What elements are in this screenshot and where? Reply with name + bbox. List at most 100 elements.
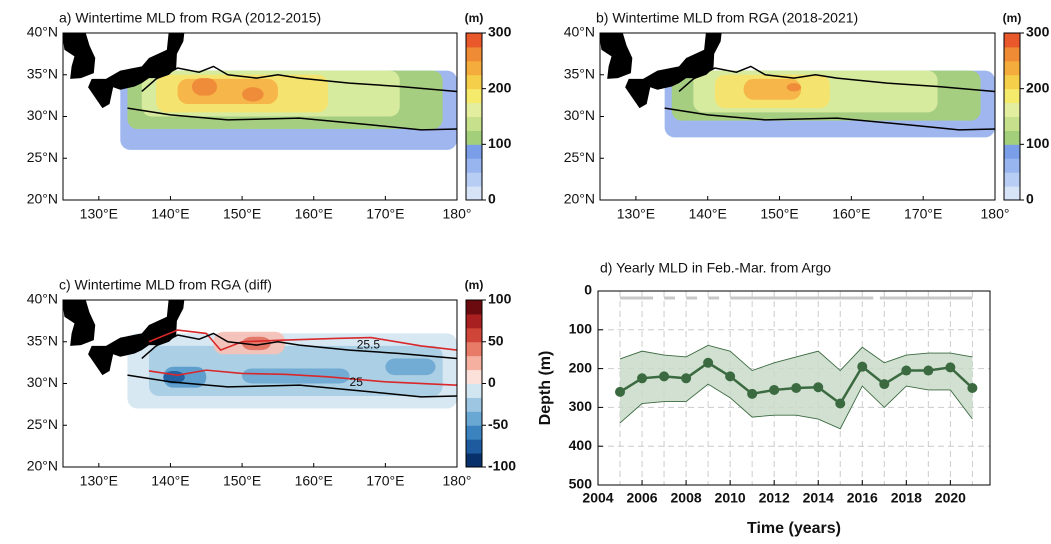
y-tick-label: 30°N xyxy=(27,374,58,390)
y-tick-label: 25°N xyxy=(564,149,595,165)
x-tick-label: 2014 xyxy=(803,490,834,506)
mean-marker xyxy=(637,373,648,384)
land xyxy=(63,33,96,79)
colorbar-swatch xyxy=(466,172,482,187)
colorbar-tick-label: 300 xyxy=(488,24,512,40)
y-tick-label: 500 xyxy=(569,476,593,492)
x-tick-label: 130°E xyxy=(80,473,118,489)
x-tick-label: 180° xyxy=(443,473,472,489)
contour-black xyxy=(127,107,457,131)
colorbar-swatch xyxy=(466,102,482,117)
mean-marker xyxy=(857,361,868,372)
y-tick-label: 35°N xyxy=(564,65,595,81)
colorbar-swatch xyxy=(466,425,482,440)
x-tick-label: 2012 xyxy=(759,490,790,506)
x-tick-label: 170°E xyxy=(904,206,942,222)
colorbar-tick-label: 0 xyxy=(488,374,496,390)
mld-field xyxy=(385,358,436,376)
mld-field xyxy=(743,78,802,100)
contour-black xyxy=(141,65,457,93)
colorbar-swatch xyxy=(1004,144,1020,159)
land xyxy=(600,33,633,79)
mean-marker xyxy=(923,365,934,376)
mean-marker xyxy=(615,386,626,397)
plot-frame xyxy=(597,290,991,486)
colorbar-label: (m) xyxy=(465,278,484,292)
x-tick-label: 2010 xyxy=(715,490,746,506)
y-tick-label: 25°N xyxy=(27,416,58,432)
x-tick-label: 150°E xyxy=(223,473,261,489)
mld-field xyxy=(786,83,802,92)
contour-red xyxy=(148,369,457,386)
x-tick-label: 2016 xyxy=(847,490,878,506)
y-tick-label: 40°N xyxy=(27,24,58,40)
colorbar-tick-label: 100 xyxy=(488,291,512,307)
x-tick-label: 160°E xyxy=(295,206,333,222)
y-tick-label: 35°N xyxy=(27,65,58,81)
mean-marker xyxy=(967,383,978,393)
band-lower xyxy=(619,383,973,430)
contour-black xyxy=(678,65,995,93)
y-tick-label: 30°N xyxy=(27,107,58,123)
colorbar-label: (m) xyxy=(465,11,484,25)
colorbar-swatch xyxy=(1004,186,1020,201)
colorbar-swatch xyxy=(466,46,482,62)
contour-black xyxy=(127,374,457,398)
y-tick-label: 100 xyxy=(569,321,593,337)
mean-marker xyxy=(945,362,956,373)
mld-field xyxy=(242,368,350,384)
colorbar-tick-label: 50 xyxy=(488,332,504,348)
panel-title: d) Yearly MLD in Feb.-Mar. from Argo xyxy=(600,260,831,276)
land xyxy=(625,33,722,109)
map-area xyxy=(63,300,457,409)
colorbar-swatch xyxy=(466,186,482,201)
colorbar-tick-label: 300 xyxy=(1026,24,1050,40)
mean-marker xyxy=(681,373,692,384)
y-tick-label: 20°N xyxy=(27,191,58,207)
colorbar-swatch xyxy=(1004,46,1020,62)
y-tick-label: 20°N xyxy=(27,458,58,474)
y-tick-label: 200 xyxy=(569,359,593,375)
panel-title: c) Wintertime MLD from RGA (diff) xyxy=(59,277,272,293)
colorbar-swatch xyxy=(466,313,482,329)
colorbar-tick-label: 0 xyxy=(1026,191,1034,207)
x-tick-label: 150°E xyxy=(223,206,261,222)
mean-marker xyxy=(901,365,912,376)
colorbar-swatch xyxy=(1004,88,1020,104)
colorbar-swatch xyxy=(466,88,482,104)
colorbar-swatch xyxy=(1004,172,1020,187)
colorbar-swatch xyxy=(1004,60,1020,76)
colorbar-swatch xyxy=(466,383,482,398)
colorbar-swatch xyxy=(466,327,482,343)
mean-marker xyxy=(835,398,846,409)
x-tick-label: 130°E xyxy=(617,206,655,222)
mean-marker xyxy=(703,357,714,368)
contour-black xyxy=(141,332,457,360)
y-tick-label: 0 xyxy=(584,282,592,298)
mean-marker xyxy=(725,371,736,382)
mld-field xyxy=(242,87,264,102)
x-tick-label: 2018 xyxy=(891,490,922,506)
colorbar-swatch xyxy=(1004,74,1020,90)
colorbar-swatch xyxy=(1004,102,1020,117)
colorbar-frame xyxy=(465,32,483,201)
colorbar-swatch xyxy=(466,60,482,76)
mean-marker xyxy=(813,382,824,393)
contour-label: 25 xyxy=(350,375,364,389)
x-tick-label: 150°E xyxy=(760,206,798,222)
mld-field xyxy=(177,78,278,104)
colorbar-swatch xyxy=(466,355,482,371)
mld-field xyxy=(191,78,218,96)
mean-marker xyxy=(769,384,780,395)
mld-field xyxy=(242,336,271,351)
land xyxy=(88,33,185,109)
panel-title: b) Wintertime MLD from RGA (2018-2021) xyxy=(596,10,858,26)
colorbar-swatch xyxy=(466,300,482,315)
map-area xyxy=(600,33,995,138)
x-tick-label: 170°E xyxy=(366,473,404,489)
y-tick-label: 40°N xyxy=(564,24,595,40)
x-tick-label: 140°E xyxy=(151,473,189,489)
x-axis-label: Time (years) xyxy=(747,520,841,537)
colorbar-swatch xyxy=(466,116,482,131)
